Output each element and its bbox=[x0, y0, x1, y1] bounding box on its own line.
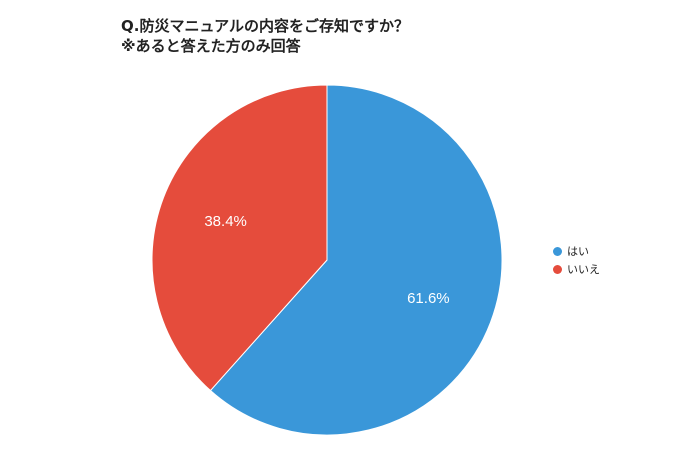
chart-legend: はい いいえ bbox=[553, 242, 600, 278]
legend-item-2: いいえ bbox=[553, 260, 600, 278]
legend-label: はい bbox=[567, 245, 589, 258]
pie-slice-1 bbox=[209, 84, 503, 436]
chart-title: Q.防災マニュアルの内容をご存知ですか？ ※あると答えた方のみ回答 bbox=[121, 16, 409, 56]
chart-subtitle: ※あると答えた方のみ回答 bbox=[121, 37, 301, 55]
pie-slice-label-2: 38.4% bbox=[204, 213, 247, 230]
pie-slices bbox=[151, 84, 503, 436]
legend-marker-icon bbox=[553, 246, 562, 256]
legend-marker-icon bbox=[553, 264, 562, 274]
legend-label: いいえ bbox=[567, 263, 600, 276]
pie-slice-label-1: 61.6% bbox=[407, 290, 450, 307]
pie-slice-2 bbox=[151, 84, 328, 392]
pie-labels: 61.6% 38.4% bbox=[204, 213, 449, 307]
legend-item-1: はい bbox=[553, 242, 600, 260]
chart-title-line1: Q.防災マニュアルの内容をご存知ですか？ bbox=[121, 17, 410, 35]
